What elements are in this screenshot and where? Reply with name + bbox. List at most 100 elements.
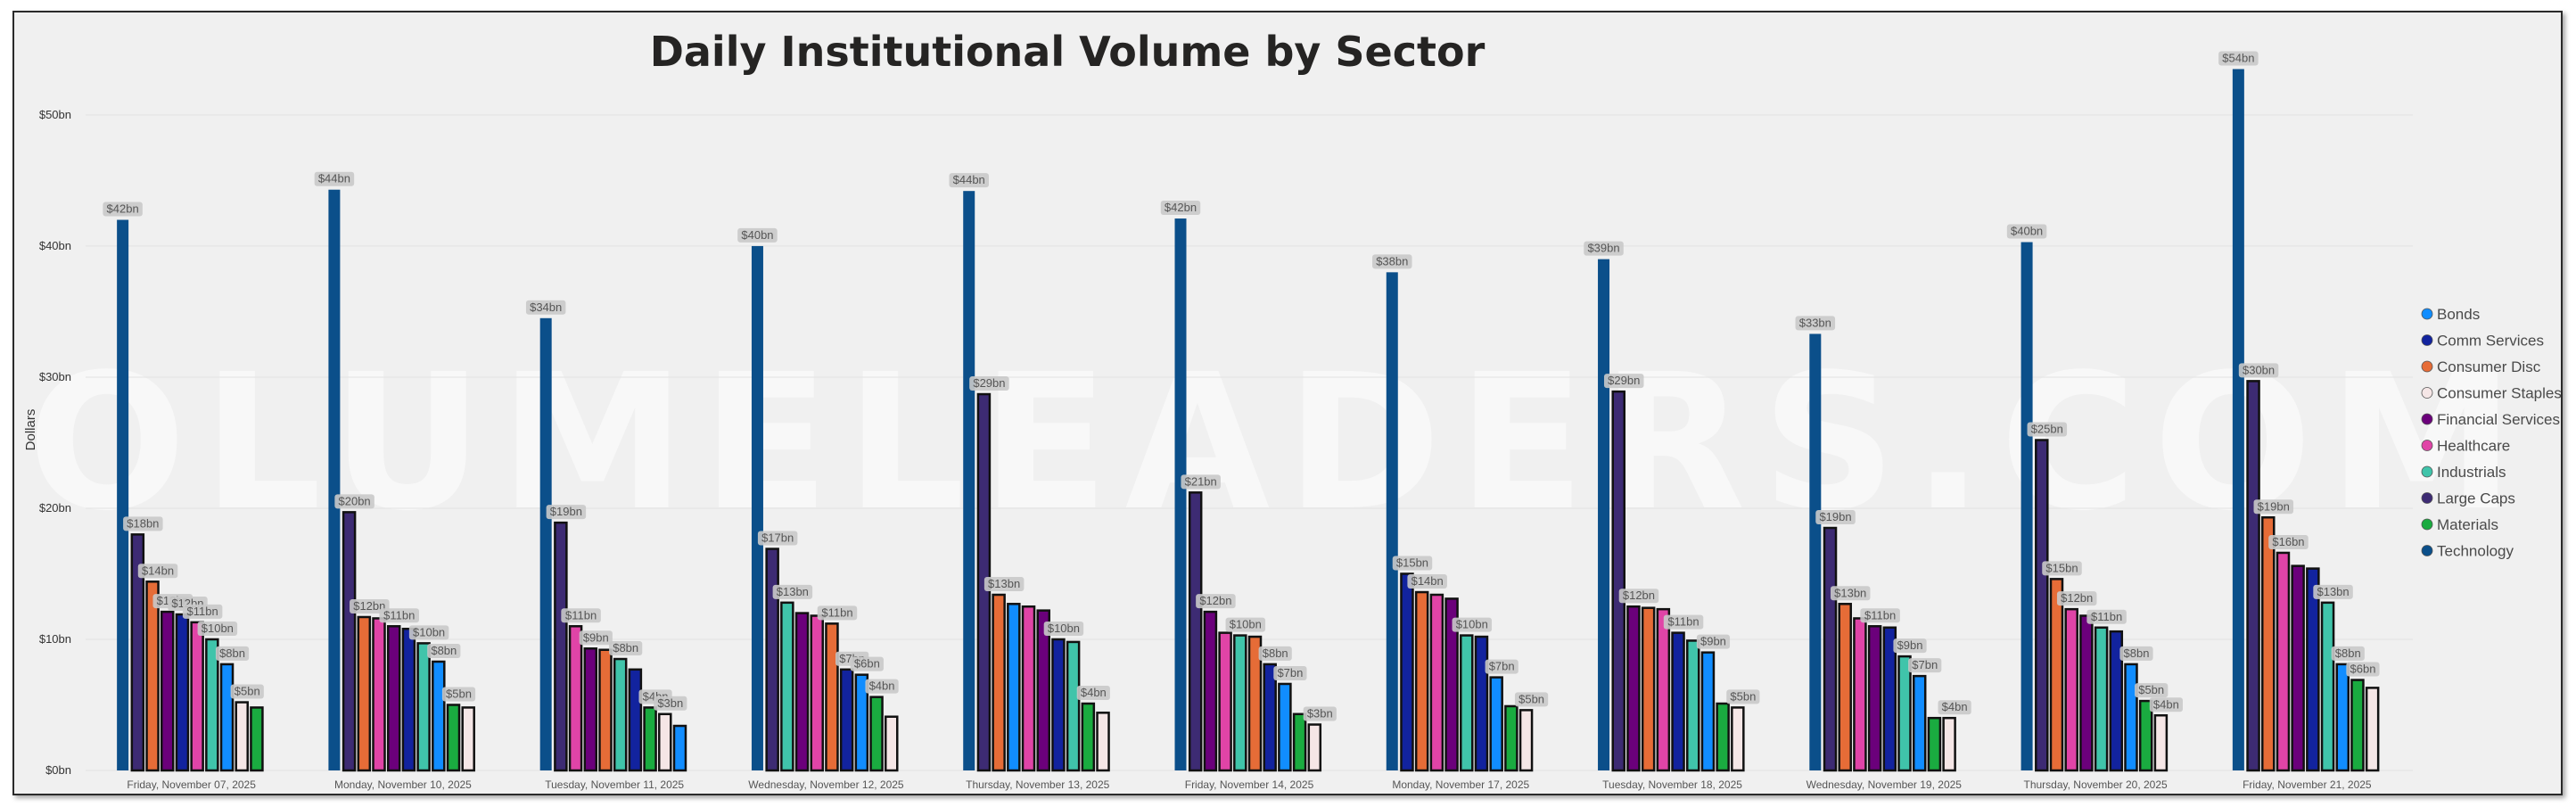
bar-healthcare[interactable] [1853,617,1867,772]
bar-healthcare[interactable] [2276,551,2291,772]
bar-comm-services[interactable] [1051,638,1066,772]
bar-comm-services[interactable] [175,613,190,772]
bar-large-caps[interactable] [1611,390,1625,772]
bar-consumer-disc[interactable] [1247,635,1263,772]
bar-financial-services[interactable] [386,625,401,772]
bar-comm-services[interactable] [839,668,854,772]
bar-technology[interactable] [1386,272,1398,770]
bar-consumer-staples[interactable] [658,712,672,772]
bar-comm-services[interactable] [1882,626,1897,772]
bar-comm-services[interactable] [1400,572,1414,772]
bar-industrials[interactable] [2320,601,2335,772]
bar-materials[interactable] [1292,712,1307,772]
bar-technology[interactable] [1174,218,1187,770]
bar-financial-services[interactable] [583,647,598,772]
bar-consumer-staples[interactable] [235,701,249,772]
bar-financial-services[interactable] [1867,625,1882,772]
bar-bonds[interactable] [1007,603,1021,772]
bar-consumer-disc[interactable] [1641,606,1656,772]
bar-large-caps[interactable] [130,533,145,772]
bar-financial-services[interactable] [794,612,810,772]
bar-financial-services[interactable] [2079,614,2094,772]
bar-healthcare[interactable] [1429,593,1444,772]
bar-materials[interactable] [643,706,657,772]
bar-comm-services[interactable] [1263,663,1277,772]
bar-bonds[interactable] [1700,651,1716,772]
bar-materials[interactable] [1927,716,1942,772]
bar-technology[interactable] [1809,334,1822,770]
legend-item-large-caps[interactable]: Large Caps [2437,490,2515,507]
bar-materials[interactable] [1081,702,1096,772]
bar-consumer-staples[interactable] [1731,706,1745,772]
bar-consumer-staples[interactable] [1307,723,1322,772]
bar-technology[interactable] [2232,69,2244,771]
legend-item-comm-services[interactable]: Comm Services [2437,333,2544,350]
bar-large-caps[interactable] [554,521,568,772]
bar-industrials[interactable] [416,642,431,772]
bar-comm-services[interactable] [1474,635,1489,772]
bar-consumer-staples[interactable] [1942,716,1956,772]
bar-consumer-disc[interactable] [357,615,372,772]
bar-bonds[interactable] [432,660,446,772]
bar-technology[interactable] [328,189,341,770]
bar-consumer-disc[interactable] [1414,590,1429,772]
bar-industrials[interactable] [2094,626,2109,772]
bar-consumer-disc[interactable] [825,622,839,772]
bar-large-caps[interactable] [342,511,357,772]
bar-technology[interactable] [963,191,975,771]
bar-bonds[interactable] [1912,674,1927,772]
bar-bonds[interactable] [2124,663,2138,772]
bar-healthcare[interactable] [2064,607,2078,772]
bar-materials[interactable] [2350,679,2365,772]
bar-consumer-staples[interactable] [2365,687,2380,772]
bar-industrials[interactable] [205,638,219,772]
bar-financial-services[interactable] [1444,597,1459,772]
bar-technology[interactable] [117,219,129,771]
bar-materials[interactable] [1504,704,1518,772]
bar-industrials[interactable] [1460,634,1474,772]
bar-large-caps[interactable] [2035,439,2049,772]
bar-industrials[interactable] [1897,655,1912,772]
bar-large-caps[interactable] [1188,491,1203,772]
bar-materials[interactable] [446,704,461,772]
bar-financial-services[interactable] [2291,564,2305,772]
bar-consumer-disc[interactable] [2261,516,2276,772]
bar-industrials[interactable] [1066,640,1081,772]
bar-consumer-staples[interactable] [1518,709,1534,772]
bar-large-caps[interactable] [1823,526,1838,772]
bar-large-caps[interactable] [2246,380,2260,772]
bar-bonds[interactable] [2335,663,2350,772]
bar-healthcare[interactable] [190,621,204,772]
bar-comm-services[interactable] [2306,567,2320,772]
bar-consumer-disc[interactable] [992,593,1006,772]
bar-financial-services[interactable] [1203,610,1218,772]
bar-industrials[interactable] [1685,639,1700,772]
bar-healthcare[interactable] [372,617,386,772]
bar-consumer-staples[interactable] [2153,714,2169,772]
bar-healthcare[interactable] [568,625,583,772]
bar-technology[interactable] [2020,242,2033,770]
bar-bonds[interactable] [1489,676,1503,772]
bar-healthcare[interactable] [810,614,825,772]
bar-financial-services[interactable] [1036,609,1050,772]
legend-item-technology[interactable]: Technology [2437,543,2514,560]
bar-consumer-staples[interactable] [885,715,899,772]
bar-comm-services[interactable] [2109,630,2124,772]
legend-item-consumer-disc[interactable]: Consumer Disc [2437,358,2541,375]
bar-technology[interactable] [1598,259,1610,770]
bar-consumer-staples[interactable] [1096,712,1110,772]
bar-consumer-staples[interactable] [461,706,475,772]
bar-industrials[interactable] [613,657,628,772]
legend-item-financial-services[interactable]: Financial Services [2437,411,2560,428]
bar-bonds[interactable] [1278,682,1292,772]
bar-healthcare[interactable] [1656,607,1671,772]
legend-item-bonds[interactable]: Bonds [2437,306,2480,323]
bar-comm-services[interactable] [401,627,416,772]
bar-large-caps[interactable] [765,548,779,772]
bar-materials[interactable] [1716,702,1730,772]
legend-item-consumer-staples[interactable]: Consumer Staples [2437,385,2561,402]
bar-technology[interactable] [539,317,552,770]
legend-item-industrials[interactable]: Industrials [2437,464,2506,481]
bar-comm-services[interactable] [628,668,643,772]
bar-consumer-disc[interactable] [1838,603,1852,772]
